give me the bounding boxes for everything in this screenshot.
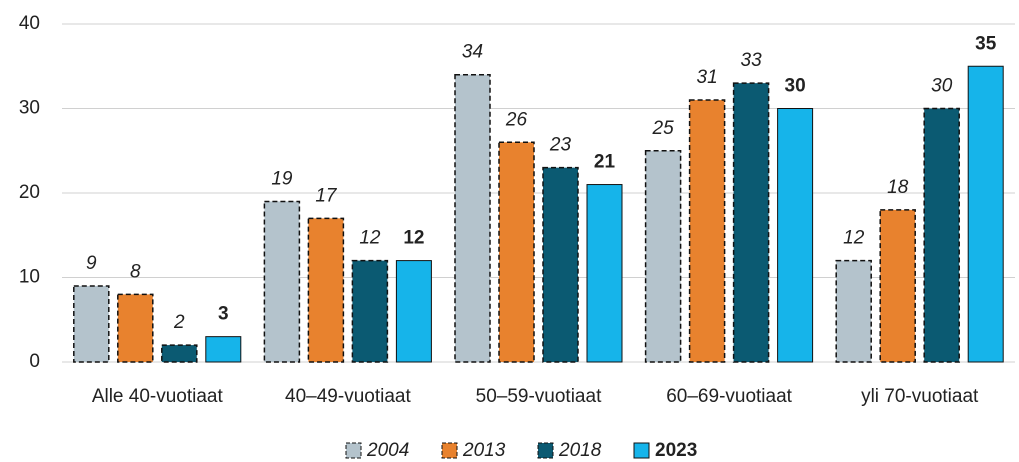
bar (73, 285, 110, 363)
bar (117, 293, 154, 363)
data-label: 21 (594, 152, 616, 173)
bar (688, 99, 726, 363)
data-label: 30 (785, 76, 806, 97)
legend-label: 2018 (558, 440, 602, 461)
data-label: 12 (403, 228, 424, 249)
x-tick-label: 40–49-vuotiaat (285, 386, 411, 407)
bar (307, 217, 345, 363)
x-tick-label: 50–59-vuotiaat (476, 386, 602, 407)
data-label: 3 (218, 304, 229, 325)
legend-label: 2013 (462, 440, 506, 461)
legend-swatch (633, 442, 650, 459)
bar (835, 259, 872, 363)
bar (498, 141, 535, 363)
bar (732, 82, 770, 363)
data-label: 34 (462, 42, 483, 63)
y-tick-label: 40 (19, 13, 40, 34)
data-label: 12 (843, 228, 865, 249)
bar (351, 259, 389, 363)
bar (395, 260, 432, 363)
bar (205, 336, 242, 363)
y-tick-label: 10 (19, 267, 40, 288)
data-label: 9 (86, 253, 97, 274)
bar (542, 166, 579, 363)
data-label: 19 (271, 168, 293, 189)
data-label: 26 (505, 109, 528, 130)
data-label: 30 (931, 76, 953, 97)
data-label: 18 (887, 177, 909, 198)
x-tick-label: yli 70-vuotiaat (861, 386, 979, 407)
y-tick-label: 20 (19, 182, 40, 203)
legend-label: 2023 (655, 440, 697, 461)
legend-swatch (537, 442, 554, 459)
data-label: 2 (173, 312, 185, 333)
x-tick-label: Alle 40-vuotiaat (92, 386, 224, 407)
bar (879, 209, 916, 363)
data-label: 25 (652, 118, 675, 139)
bar (644, 150, 682, 363)
legend-swatch (345, 442, 362, 459)
bar (923, 107, 960, 363)
y-tick-label: 0 (29, 351, 40, 372)
x-tick-label: 60–69-vuotiaat (666, 386, 792, 407)
data-label: 12 (359, 228, 381, 249)
legend-swatch (441, 442, 458, 459)
bar (586, 184, 623, 363)
bar (161, 344, 198, 363)
data-label: 23 (549, 135, 572, 156)
data-label: 8 (130, 261, 141, 282)
bar (967, 65, 1004, 363)
data-label: 35 (975, 33, 997, 54)
bar (777, 108, 814, 363)
bar (454, 73, 491, 363)
data-label: 31 (697, 67, 718, 88)
y-tick-label: 30 (19, 98, 40, 119)
data-label: 33 (741, 50, 763, 71)
bar (263, 200, 301, 363)
data-label: 17 (315, 185, 338, 206)
legend-label: 2004 (366, 440, 409, 461)
